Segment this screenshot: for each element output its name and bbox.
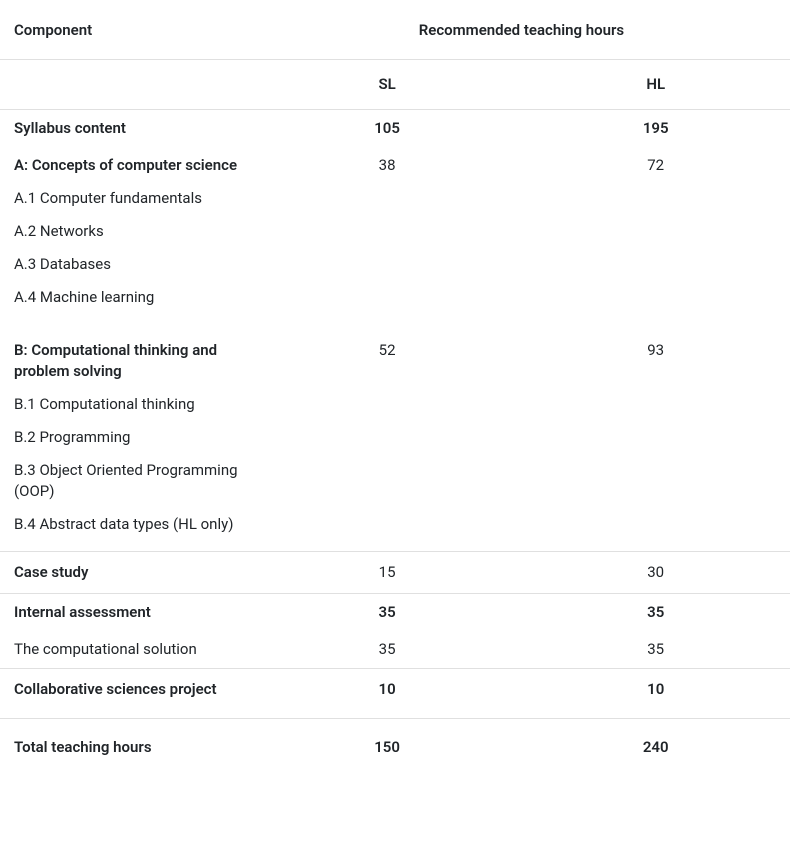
cell-total-label: Total teaching hours bbox=[0, 719, 253, 777]
teaching-hours-table: Component Recommended teaching hours SL … bbox=[0, 10, 790, 776]
cell-collab-hl: 10 bbox=[521, 669, 790, 719]
cell-section-b-hl: 93 bbox=[521, 322, 790, 552]
cell-section-a-hl: 72 bbox=[521, 147, 790, 322]
row-casestudy: Case study 15 30 bbox=[0, 552, 790, 594]
row-collab: Collaborative sciences project 10 10 bbox=[0, 669, 790, 719]
row-internal: Internal assessment 35 35 bbox=[0, 594, 790, 632]
subitem-a2: A.2 Networks bbox=[14, 215, 239, 248]
cell-casestudy-label: Case study bbox=[0, 552, 253, 594]
cell-internal-label: Internal assessment bbox=[0, 594, 253, 632]
table-header: Component Recommended teaching hours SL … bbox=[0, 10, 790, 110]
cell-compsol-sl: 35 bbox=[253, 631, 522, 669]
cell-internal-hl: 35 bbox=[521, 594, 790, 632]
header-sl: SL bbox=[253, 60, 522, 110]
cell-syllabus-label: Syllabus content bbox=[0, 110, 253, 148]
section-a-title: A: Concepts of computer science bbox=[14, 155, 239, 176]
header-component: Component bbox=[0, 10, 253, 60]
table: Component Recommended teaching hours SL … bbox=[0, 10, 790, 776]
cell-compsol-label: The computational solution bbox=[0, 631, 253, 669]
row-syllabus: Syllabus content 105 195 bbox=[0, 110, 790, 148]
subitem-a4: A.4 Machine learning bbox=[14, 281, 239, 314]
header-empty bbox=[0, 60, 253, 110]
cell-syllabus-sl: 105 bbox=[253, 110, 522, 148]
subitem-b4: B.4 Abstract data types (HL only) bbox=[14, 508, 239, 541]
cell-section-a-sl: 38 bbox=[253, 147, 522, 322]
header-row-2: SL HL bbox=[0, 60, 790, 110]
cell-casestudy-hl: 30 bbox=[521, 552, 790, 594]
row-section-b: B: Computational thinking and problem so… bbox=[0, 322, 790, 552]
row-section-a: A: Concepts of computer science A.1 Comp… bbox=[0, 147, 790, 322]
row-total: Total teaching hours 150 240 bbox=[0, 719, 790, 777]
subitem-b3: B.3 Object Oriented Programming (OOP) bbox=[14, 454, 239, 508]
subitem-a1: A.1 Computer fundamentals bbox=[14, 182, 239, 215]
row-compsol: The computational solution 35 35 bbox=[0, 631, 790, 669]
cell-syllabus-hl: 195 bbox=[521, 110, 790, 148]
section-b-title: B: Computational thinking and problem so… bbox=[14, 340, 239, 382]
subitem-b2: B.2 Programming bbox=[14, 421, 239, 454]
cell-collab-sl: 10 bbox=[253, 669, 522, 719]
table-body: Syllabus content 105 195 A: Concepts of … bbox=[0, 110, 790, 777]
header-hl: HL bbox=[521, 60, 790, 110]
cell-section-b-sl: 52 bbox=[253, 322, 522, 552]
cell-compsol-hl: 35 bbox=[521, 631, 790, 669]
subitem-b1: B.1 Computational thinking bbox=[14, 388, 239, 421]
cell-total-hl: 240 bbox=[521, 719, 790, 777]
header-row-1: Component Recommended teaching hours bbox=[0, 10, 790, 60]
cell-section-a-label: A: Concepts of computer science A.1 Comp… bbox=[0, 147, 253, 322]
cell-casestudy-sl: 15 bbox=[253, 552, 522, 594]
cell-internal-sl: 35 bbox=[253, 594, 522, 632]
header-hours: Recommended teaching hours bbox=[253, 10, 790, 60]
cell-collab-label: Collaborative sciences project bbox=[0, 669, 253, 719]
section-b-subitems: B.1 Computational thinking B.2 Programmi… bbox=[14, 382, 239, 541]
cell-total-sl: 150 bbox=[253, 719, 522, 777]
cell-section-b-label: B: Computational thinking and problem so… bbox=[0, 322, 253, 552]
section-a-subitems: A.1 Computer fundamentals A.2 Networks A… bbox=[14, 176, 239, 314]
subitem-a3: A.3 Databases bbox=[14, 248, 239, 281]
